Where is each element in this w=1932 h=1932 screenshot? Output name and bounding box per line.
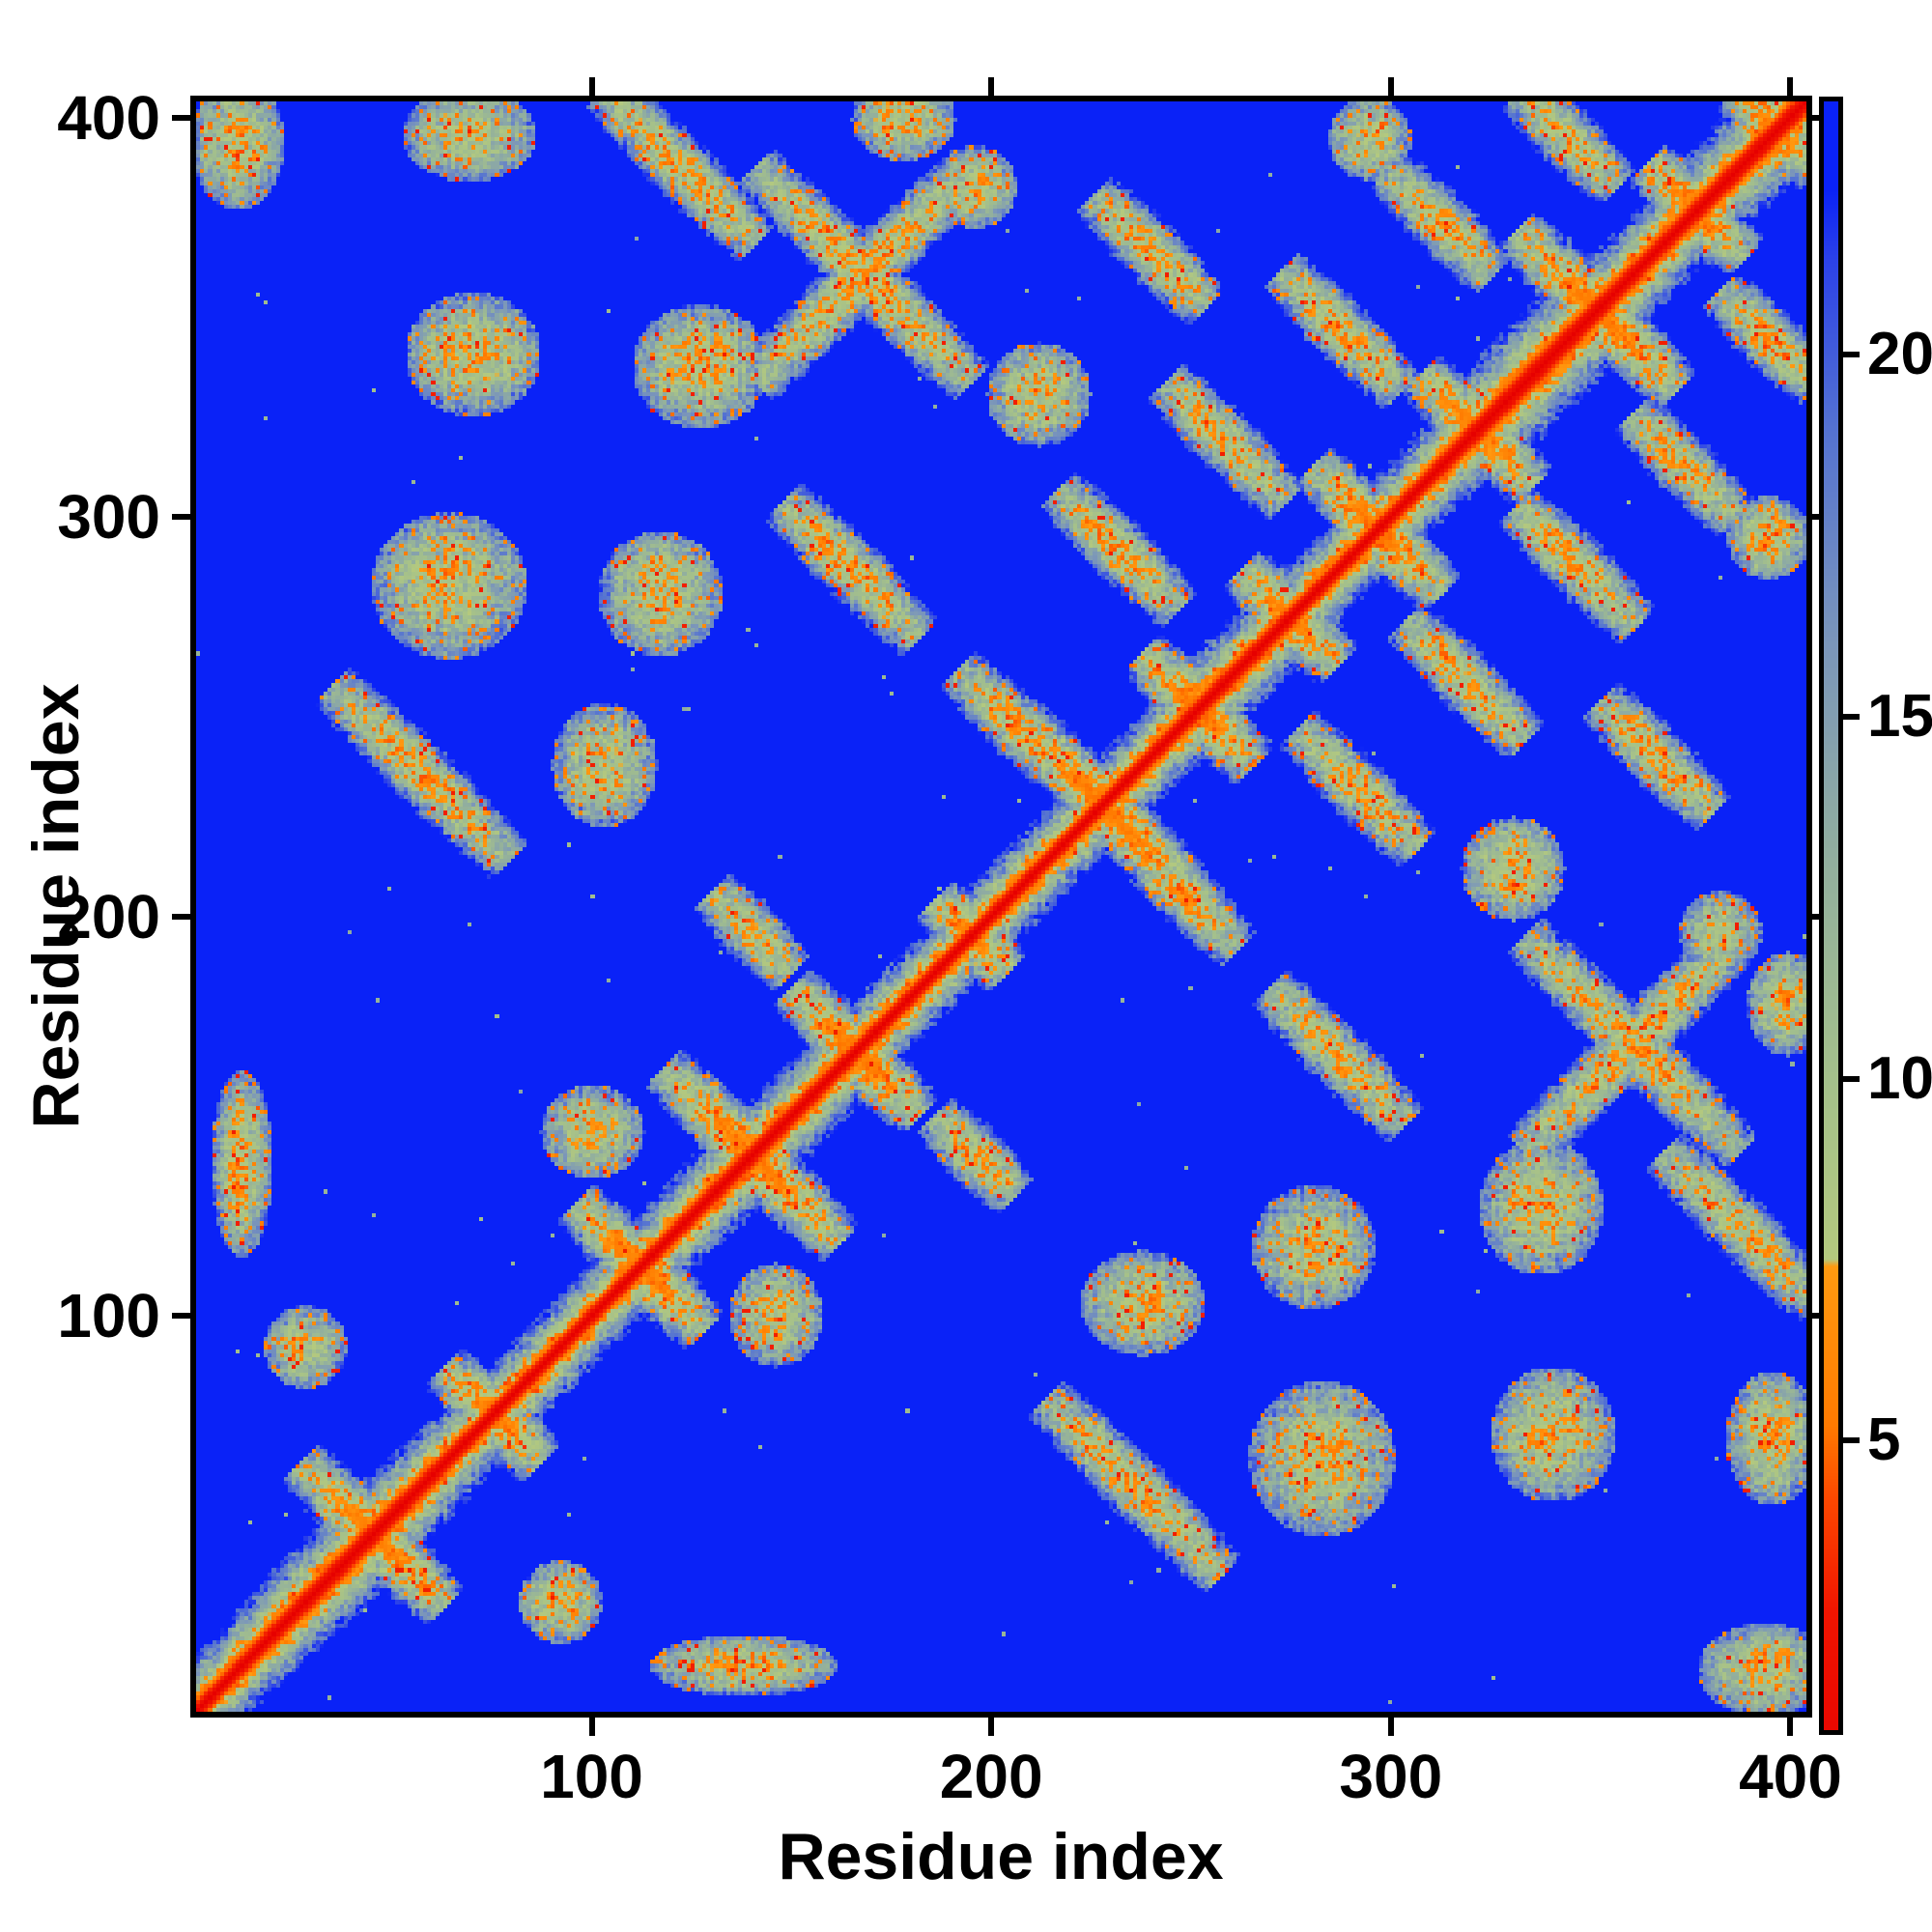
x-tick-label: 400	[1739, 1742, 1842, 1811]
axis-tick-mark	[172, 913, 190, 920]
axis-tick-mark	[988, 1718, 995, 1736]
x-tick-label: 300	[1339, 1742, 1443, 1811]
y-tick-label: 400	[57, 82, 160, 153]
axis-tick-mark	[988, 77, 995, 96]
y-tick-label: 200	[57, 881, 160, 952]
axis-tick-mark	[1387, 77, 1394, 96]
colorbar	[1819, 97, 1843, 1735]
axis-tick-mark	[588, 77, 595, 96]
colorbar-tick-mark	[1843, 713, 1860, 720]
colorbar-tick-mark	[1843, 1075, 1860, 1082]
axis-tick-mark	[172, 114, 190, 121]
x-tick-label: 100	[540, 1742, 643, 1811]
axis-tick-mark	[1787, 1718, 1794, 1736]
y-tick-label: 300	[57, 482, 160, 553]
colorbar-tick-label: 15	[1867, 682, 1932, 750]
axis-tick-mark	[588, 1718, 595, 1736]
x-axis-title: Residue index	[778, 1820, 1224, 1893]
y-axis-title: Residue index	[19, 683, 93, 1129]
axis-tick-mark	[172, 1313, 190, 1320]
heatmap-canvas	[196, 101, 1806, 1712]
colorbar-canvas	[1824, 101, 1838, 1730]
colorbar-tick-label: 20	[1867, 321, 1932, 388]
axis-tick-mark	[1787, 77, 1794, 96]
y-tick-label: 100	[57, 1281, 160, 1351]
plot-area	[190, 96, 1812, 1718]
colorbar-tick-label: 5	[1867, 1406, 1901, 1474]
x-tick-label: 200	[939, 1742, 1043, 1811]
colorbar-tick-mark	[1843, 1437, 1860, 1444]
colorbar-tick-mark	[1843, 352, 1860, 358]
colorbar-tick-label: 10	[1867, 1044, 1932, 1112]
axis-tick-mark	[1387, 1718, 1394, 1736]
axis-tick-mark	[172, 514, 190, 521]
